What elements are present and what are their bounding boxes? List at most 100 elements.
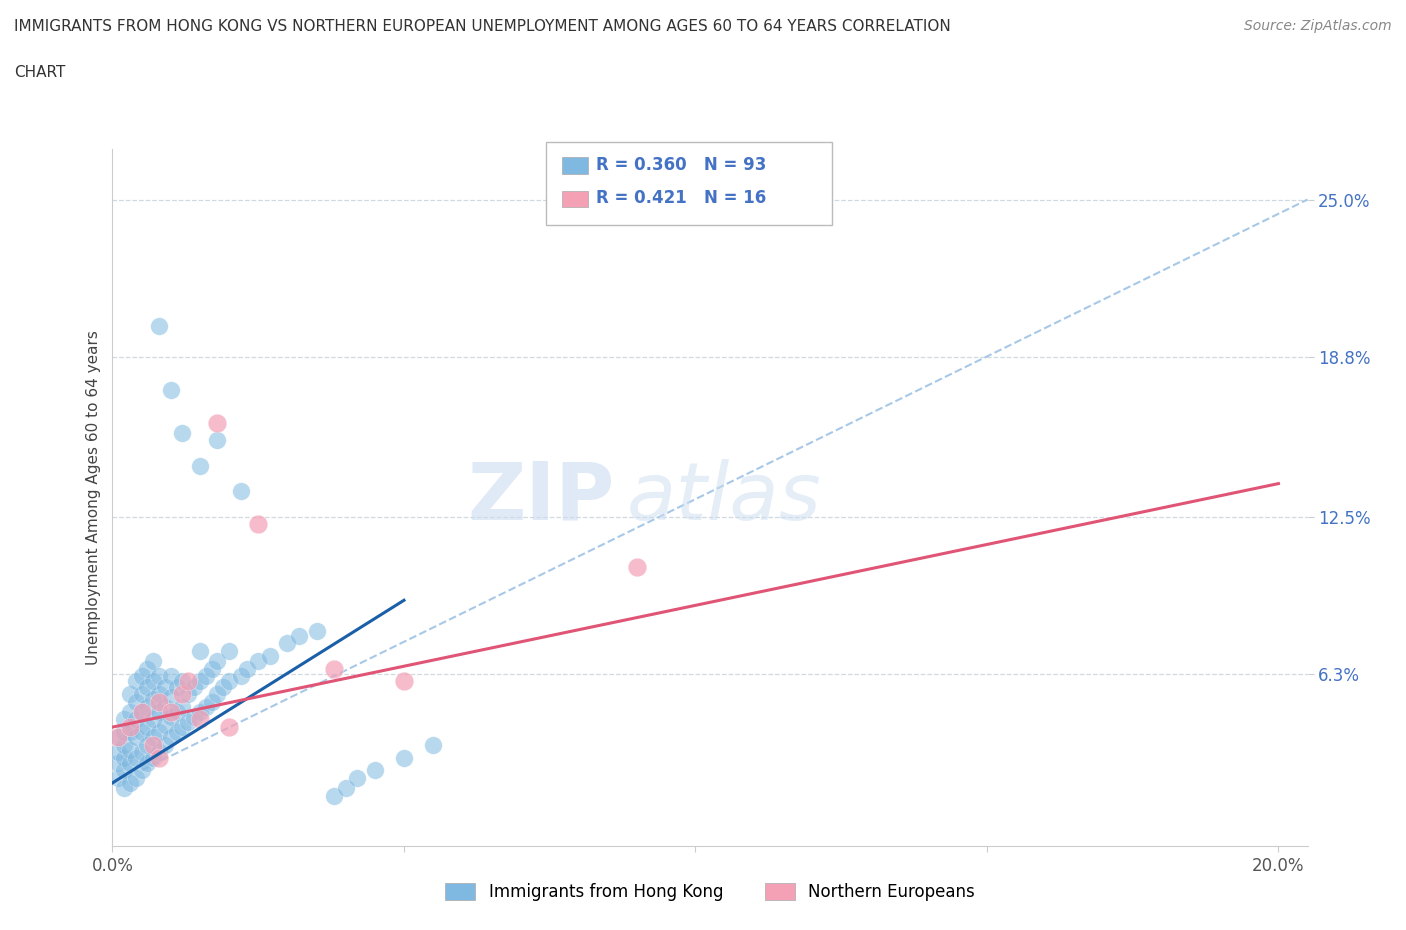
Point (392, 751, 415, 765)
Point (218, 720, 240, 735)
Point (159, 730, 181, 745)
Point (188, 712, 211, 727)
Point (142, 751, 165, 765)
Point (188, 704, 211, 719)
Point (125, 674, 148, 689)
Point (335, 780, 357, 795)
Point (276, 636, 298, 651)
Point (112, 724, 135, 739)
Point (218, 674, 240, 689)
Point (177, 686, 200, 701)
Point (172, 674, 194, 689)
Point (172, 425, 194, 440)
Point (118, 686, 141, 701)
Point (107, 745, 129, 760)
Point (194, 669, 217, 684)
Text: R = 0.360   N = 93: R = 0.360 N = 93 (596, 155, 766, 174)
Point (207, 433, 229, 448)
Y-axis label: Unemployment Among Ages 60 to 64 years: Unemployment Among Ages 60 to 64 years (86, 330, 101, 665)
Point (131, 686, 153, 701)
Point (177, 714, 200, 729)
Point (323, 788, 346, 803)
Point (183, 679, 205, 694)
Point (131, 669, 153, 684)
Point (422, 737, 444, 752)
Point (166, 704, 188, 719)
Point (142, 730, 165, 745)
Point (200, 661, 222, 676)
Point (247, 517, 270, 532)
Point (112, 763, 135, 777)
Point (125, 695, 148, 710)
Point (212, 679, 235, 694)
Point (259, 648, 281, 663)
Point (188, 644, 211, 658)
Point (177, 674, 200, 689)
Point (166, 679, 188, 694)
Point (131, 704, 153, 719)
Point (148, 686, 170, 701)
Point (346, 770, 368, 785)
Point (142, 674, 165, 689)
Point (136, 755, 159, 770)
Point (107, 730, 129, 745)
Point (183, 710, 205, 724)
Point (131, 745, 153, 760)
Text: IMMIGRANTS FROM HONG KONG VS NORTHERN EUROPEAN UNEMPLOYMENT AMONG AGES 60 TO 64 : IMMIGRANTS FROM HONG KONG VS NORTHERN EU… (14, 19, 950, 33)
Point (323, 661, 346, 676)
Point (148, 669, 170, 684)
Point (125, 770, 148, 785)
Point (159, 704, 181, 719)
Point (153, 737, 176, 752)
Point (159, 710, 181, 724)
Point (235, 661, 257, 676)
Point (172, 699, 194, 714)
Point (118, 724, 141, 739)
Point (159, 382, 181, 397)
Point (392, 674, 415, 689)
Point (118, 704, 141, 719)
Point (118, 776, 141, 790)
Point (166, 724, 188, 739)
Point (153, 699, 176, 714)
Point (247, 654, 270, 669)
Point (364, 763, 387, 777)
Point (148, 751, 170, 765)
Point (118, 755, 141, 770)
Legend: Immigrants from Hong Kong, Northern Europeans: Immigrants from Hong Kong, Northern Euro… (439, 876, 981, 908)
Point (159, 669, 181, 684)
Point (194, 699, 217, 714)
Point (200, 695, 222, 710)
Point (142, 712, 165, 727)
Point (131, 763, 153, 777)
Point (125, 712, 148, 727)
Text: ZIP: ZIP (467, 458, 614, 537)
Point (136, 679, 159, 694)
Point (107, 730, 129, 745)
Point (131, 724, 153, 739)
Point (136, 699, 159, 714)
Point (118, 742, 141, 757)
Point (107, 755, 129, 770)
Point (112, 712, 135, 727)
Text: atlas: atlas (626, 458, 821, 537)
Point (159, 689, 181, 704)
Point (148, 724, 170, 739)
Point (148, 745, 170, 760)
Point (172, 720, 194, 735)
Point (148, 695, 170, 710)
Point (107, 770, 129, 785)
Point (229, 484, 252, 498)
Point (207, 654, 229, 669)
Point (125, 730, 148, 745)
Point (148, 319, 170, 334)
Point (142, 654, 165, 669)
Text: Source: ZipAtlas.com: Source: ZipAtlas.com (1244, 19, 1392, 33)
Text: CHART: CHART (14, 65, 66, 80)
Point (305, 623, 328, 638)
Point (188, 674, 211, 689)
Point (207, 416, 229, 431)
Point (172, 686, 194, 701)
Point (148, 704, 170, 719)
Point (153, 717, 176, 732)
